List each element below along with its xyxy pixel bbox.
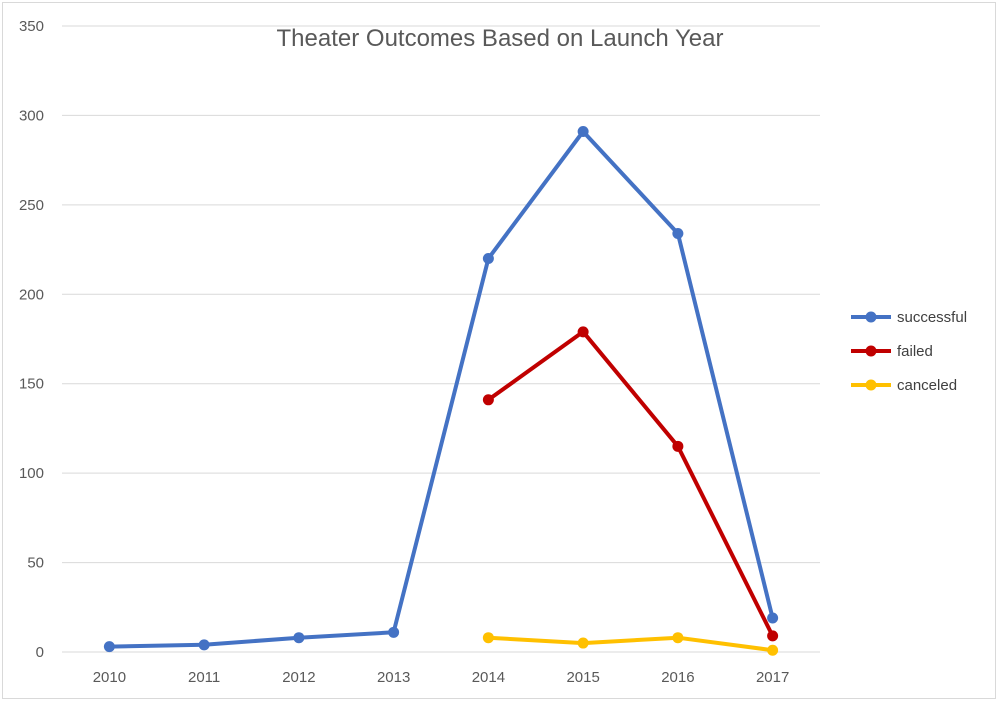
y-axis-tick-labels: 0 50 100 150 200 250 300 350 (19, 18, 44, 661)
legend-item-failed: failed (851, 343, 933, 360)
data-point-failed-2014 (482, 394, 494, 406)
data-point-successful-2016 (672, 227, 684, 239)
legend-item-successful: successful (851, 309, 967, 326)
data-point-canceled-2015 (577, 637, 589, 649)
legend-swatch-marker (865, 379, 877, 391)
data-point-canceled-2017 (767, 644, 779, 656)
legend-label: canceled (897, 377, 957, 394)
x-tick-label: 2010 (93, 669, 126, 686)
data-point-successful-2014 (482, 253, 494, 265)
series-line-failed (486, 329, 775, 638)
y-tick-label: 200 (19, 286, 44, 303)
data-point-successful-2017 (767, 612, 779, 624)
y-tick-label: 300 (19, 107, 44, 124)
data-point-canceled-2016 (672, 632, 684, 644)
legend-label: successful (897, 309, 967, 326)
series-line-canceled (486, 635, 775, 653)
data-point-successful-2010 (103, 641, 115, 653)
data-point-successful-2013 (388, 626, 400, 638)
data-point-canceled-2014 (482, 632, 494, 644)
data-point-failed-2017 (767, 630, 779, 642)
y-tick-label: 100 (19, 465, 44, 482)
y-tick-label: 250 (19, 197, 44, 214)
x-tick-label: 2015 (566, 669, 599, 686)
x-tick-label: 2017 (756, 669, 789, 686)
y-tick-label: 50 (27, 555, 44, 572)
x-tick-label: 2014 (472, 669, 505, 686)
data-point-successful-2015 (577, 126, 589, 138)
series-line-successful (107, 129, 775, 649)
series-failed (482, 326, 779, 642)
y-tick-label: 150 (19, 376, 44, 393)
legend-label: failed (897, 343, 933, 360)
legend-swatch-marker (865, 345, 877, 357)
y-tick-label: 350 (19, 18, 44, 35)
x-tick-label: 2013 (377, 669, 410, 686)
data-point-successful-2011 (198, 639, 210, 651)
series-lines (103, 126, 779, 656)
x-tick-label: 2016 (661, 669, 694, 686)
legend: successful failed canceled (851, 309, 967, 394)
series-canceled (482, 632, 779, 656)
data-point-failed-2016 (672, 440, 684, 452)
x-axis-tick-labels: 2010 2011 2012 2013 2014 2015 2016 2017 (93, 669, 790, 686)
x-tick-label: 2011 (188, 669, 220, 686)
chart-title: Theater Outcomes Based on Launch Year (277, 25, 724, 52)
data-point-failed-2015 (577, 326, 589, 338)
gridlines (62, 25, 820, 653)
legend-swatch-marker (865, 311, 877, 323)
x-tick-label: 2012 (282, 669, 315, 686)
legend-item-canceled: canceled (851, 377, 957, 394)
y-tick-label: 0 (36, 644, 44, 661)
series-successful (103, 126, 779, 653)
data-point-successful-2012 (293, 632, 305, 644)
